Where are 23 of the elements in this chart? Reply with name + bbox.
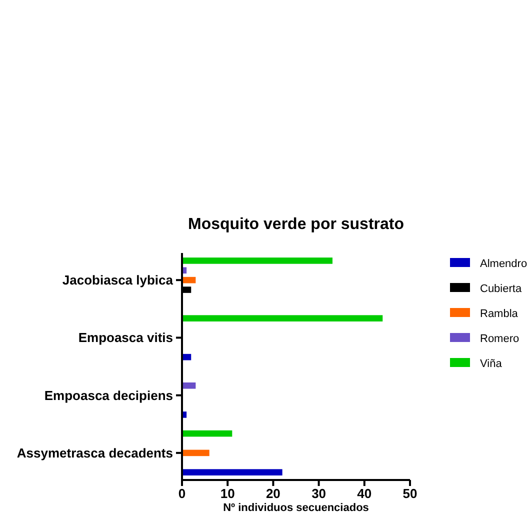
y-tick-label: Jacobiasca lybica (62, 272, 174, 288)
legend-label: Almendro (480, 258, 528, 270)
x-tick-label: 0 (178, 486, 186, 501)
legend-label: Romero (480, 332, 520, 345)
legend-label: Viña (480, 358, 503, 370)
x-tick-label: 30 (312, 486, 326, 501)
y-tick-label: Assymetrasca decadents (16, 445, 173, 460)
bar (182, 430, 232, 437)
y-tick-label: Empoasca decipiens (44, 388, 173, 403)
chart-title: Mosquito verde por sustrato (188, 216, 404, 233)
x-tick-label: 50 (402, 486, 418, 501)
x-axis-title: Nº individuos secuenciados (223, 502, 369, 514)
bar (182, 258, 332, 264)
x-tick-label: 40 (357, 486, 372, 501)
bar (182, 382, 196, 389)
x-tick-label: 20 (266, 486, 280, 501)
bar (182, 469, 282, 476)
bar (182, 315, 383, 322)
x-tick-label: 10 (220, 486, 235, 501)
legend-label: Cubierta (480, 282, 522, 295)
bar (182, 450, 210, 456)
legend-label: Rambla (480, 308, 519, 320)
y-tick-label: Empoasca vitis (78, 330, 173, 346)
